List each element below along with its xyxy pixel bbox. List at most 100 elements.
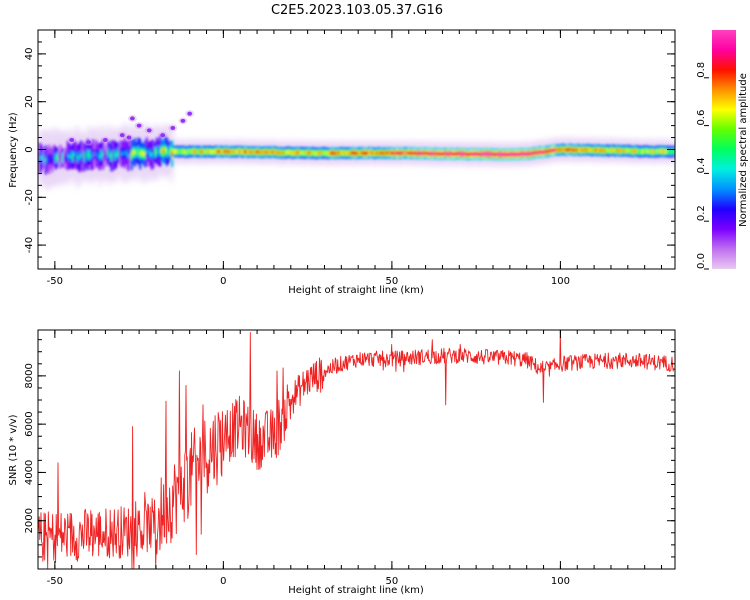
spectrogram-core-cell [46, 158, 49, 163]
spectrogram-scatter-halo [124, 134, 134, 142]
spectrogram-core-cell [233, 149, 236, 154]
spectrogram-scatter-point [129, 116, 135, 121]
spectrogram-core-cell [570, 147, 573, 152]
spectrogram-core-cell [358, 150, 361, 155]
spectrogram-core-cell [368, 150, 371, 155]
spectrogram-core-cell [669, 149, 673, 154]
spectrogram-core-cell [405, 150, 408, 155]
spectrogram-core-cell [48, 157, 51, 162]
spectrogram-core-cell [597, 147, 600, 152]
spectrogram-core-cell [339, 150, 342, 155]
snr-y-tick-label: 4000 [24, 460, 35, 485]
spectrogram-core-cell [398, 151, 401, 156]
spectrogram-scatter-halo [84, 138, 94, 146]
spectrogram-core-cell [53, 153, 56, 158]
spectrogram-core-cell [626, 148, 629, 153]
spectrogram-core-cell [300, 150, 303, 155]
spectrogram-core-cell [326, 151, 329, 156]
spectrogram-core-cell [482, 152, 485, 156]
spectrogram-core-cell [624, 148, 627, 153]
spectrogram-scatter-halo [134, 122, 144, 130]
spectrogram-core-cell [439, 152, 442, 157]
spectrogram-ylabel: Frequency (Hz) [8, 112, 19, 188]
spectrogram-core-cell [189, 149, 192, 154]
spectrogram-core-cell [418, 151, 421, 156]
spectrogram-scatter-point [136, 123, 142, 128]
spectrogram-core-cell [663, 149, 666, 154]
spectrogram-core-cell [265, 150, 268, 155]
spectrogram-core-cell [567, 147, 570, 152]
spectrogram-x-tick-label: -50 [47, 276, 63, 287]
spectrogram-core-cell [491, 151, 494, 156]
spectrogram-core-cell [289, 150, 292, 155]
spectrogram-core-cell [592, 148, 595, 153]
spectrogram-core-cell [78, 155, 81, 160]
spectrogram-core-cell [123, 151, 127, 156]
spectrogram-core-cell [415, 151, 418, 156]
spectrogram-core-cell [577, 147, 580, 152]
spectrogram-core-cell [152, 152, 155, 156]
spectrogram-core-cell [348, 150, 351, 155]
snr-line-layer [38, 330, 675, 569]
spectrogram-scatter-point [187, 111, 193, 116]
spectrogram-core-cell [268, 150, 271, 155]
spectrogram-core-cell [71, 154, 74, 159]
spectrogram-core-cell [518, 152, 521, 157]
spectrogram-core-cell [434, 151, 437, 156]
spectrogram-core-cell [167, 151, 170, 155]
colorbar-tick-label: 0.2 [696, 205, 707, 221]
spectrogram-core-cell [98, 154, 101, 159]
spectrogram-y-tick-label: 0 [24, 146, 35, 152]
spectrogram-core-cell [634, 148, 637, 153]
spectrogram-core-cell [514, 152, 517, 157]
spectrogram-core-cell [112, 153, 115, 158]
spectrogram-core-cell [191, 149, 194, 154]
snr-x-tick-label: 50 [386, 576, 399, 587]
spectrogram-core-cell [235, 150, 238, 154]
spectrogram-scatter-point [103, 137, 108, 142]
spectrogram-core-cell [393, 151, 396, 156]
spectrogram-core-cell [63, 156, 66, 161]
spectrogram-core-cell [484, 151, 487, 156]
spectrogram-core-cell [417, 151, 420, 156]
spectrogram-core-cell [385, 151, 388, 156]
spectrogram-core-cell [659, 149, 662, 154]
spectrogram-core-cell [504, 152, 507, 157]
spectrogram-core-cell [410, 151, 413, 156]
spectrogram-core-cell [422, 151, 425, 156]
spectrogram-core-cell [653, 149, 656, 154]
spectrogram-core-cell [619, 149, 622, 153]
spectrogram-core-cell [159, 149, 162, 153]
spectrogram-core-cell [540, 150, 543, 155]
spectrogram-core-cell [673, 149, 675, 154]
spectrogram-core-cell [277, 150, 280, 155]
spectrogram-scatter-point [146, 128, 152, 133]
spectrogram-core-cell [555, 148, 558, 152]
spectrogram-core-cell [364, 151, 368, 156]
spectrogram-ridge [38, 135, 675, 175]
snr-y-tick-label: 2000 [24, 508, 35, 533]
spectrogram-core-cell [182, 149, 186, 154]
spectrogram-core-cell [81, 155, 84, 160]
spectrogram-core-cell [450, 151, 453, 156]
spectrogram-core-cell [248, 150, 251, 154]
spectrogram-core-cell [580, 148, 583, 153]
spectrogram-core-cell [541, 150, 544, 155]
spectrogram-core-cell [476, 151, 479, 156]
spectrogram-core-cell [125, 151, 128, 155]
spectrogram-core-cell [343, 151, 346, 155]
spectrogram-core-cell [324, 151, 327, 155]
spectrogram-core-cell [658, 149, 661, 154]
spectrogram-scatter-halo [100, 136, 110, 144]
spectrogram-core-cell [412, 151, 415, 155]
spectrogram-core-cell [639, 149, 642, 154]
spectrogram-core-cell [147, 149, 150, 154]
spectrogram-x-tick-label: 100 [551, 276, 570, 287]
spectrogram-core-cell [536, 150, 539, 155]
spectrogram-core-cell [489, 152, 492, 157]
spectrogram-core-cell [245, 150, 248, 154]
spectrogram-core-cell [493, 152, 496, 157]
spectrogram-core-cell [258, 150, 261, 155]
spectrogram-core-cell [302, 150, 305, 155]
spectrogram-core-cell [316, 151, 319, 156]
